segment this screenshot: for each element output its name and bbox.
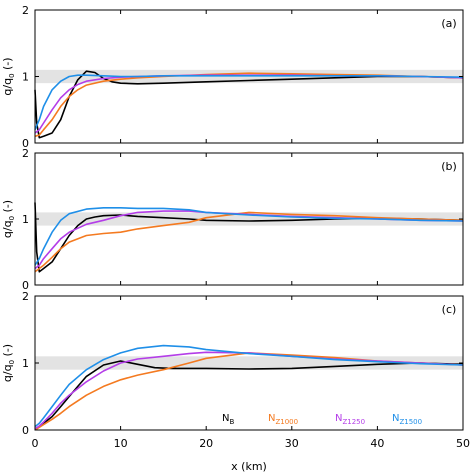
series-line-1 [34, 72, 464, 138]
x-tick-label: 10 [114, 437, 128, 450]
legend-item: NB [222, 413, 234, 426]
y-tick-label: 0 [22, 424, 29, 437]
panel-label: (b) [441, 160, 457, 173]
series-line-3 [34, 74, 464, 131]
series-line-2 [34, 74, 464, 134]
x-tick-label: 20 [199, 437, 213, 450]
y-axis-label: q/q0 (-) [1, 344, 16, 382]
x-axis-label: x (km) [231, 460, 267, 473]
y-tick-label: 2 [22, 147, 29, 160]
y-axis-label: q/q0 (-) [1, 200, 16, 238]
legend-item: NZ1250 [335, 413, 365, 426]
legend-item: NZ1500 [392, 413, 422, 426]
y-tick-label: 0 [22, 137, 29, 150]
y-tick-label: 2 [22, 4, 29, 17]
panel-1: 0 1 2 (b) q/q0 (-) [1, 147, 464, 292]
series-line-1 [34, 211, 464, 273]
panel-label: (c) [442, 303, 457, 316]
panel-2: 0 1 2 (c) q/q0 (-) [1, 290, 464, 437]
x-tick-label: 0 [32, 437, 39, 450]
x-tick-label: 30 [285, 437, 299, 450]
panel-label: (a) [441, 17, 456, 30]
legend: NB NZ1000 NZ1250 NZ1500 [222, 413, 422, 426]
x-tick-label: 50 [456, 437, 470, 450]
series-line-0 [34, 202, 464, 273]
y-axis-label: q/q0 (-) [1, 57, 16, 95]
y-tick-label: 2 [22, 290, 29, 303]
y-tick-label: 0 [22, 279, 29, 292]
y-tick-label: 1 [22, 213, 29, 226]
tolerance-band [35, 212, 463, 226]
y-tick-label: 1 [22, 71, 29, 84]
y-tick-label: 1 [22, 357, 29, 370]
series-line-1 [34, 352, 464, 431]
legend-item: NZ1000 [268, 413, 298, 426]
series-line-3 [34, 344, 464, 428]
series-line-0 [34, 360, 464, 431]
panel-0: 0 1 2 (a) q/q0 (-) [1, 4, 464, 150]
series-line-3 [34, 207, 464, 266]
x-tick-label: 40 [370, 437, 384, 450]
